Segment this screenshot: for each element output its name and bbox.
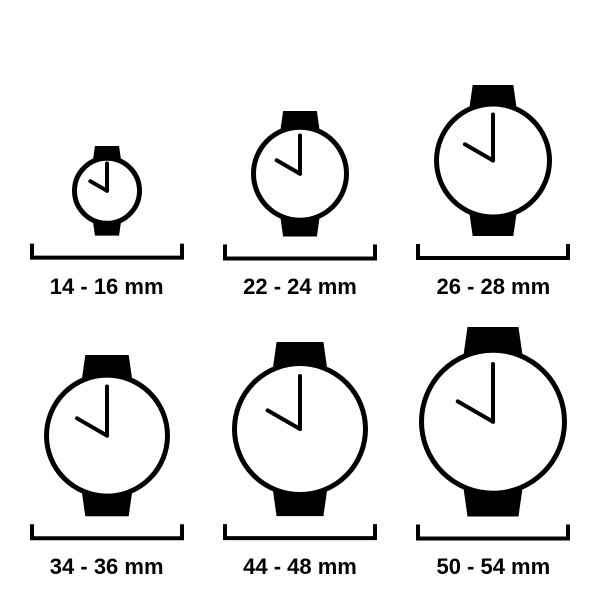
size-bracket-icon (418, 244, 568, 258)
size-label: 22 - 24 mm (243, 274, 357, 300)
size-cell: 14 - 16 mm (10, 20, 203, 300)
watch-slot-0 (10, 20, 203, 270)
watch-icon (413, 325, 573, 542)
size-label: 26 - 28 mm (436, 274, 550, 300)
size-chart-grid: 14 - 16 mm 22 - 24 mm 26 - 28 mm 34 - 36… (0, 0, 600, 600)
watch-icon (220, 109, 380, 262)
watch-slot-3 (10, 300, 203, 550)
size-cell: 26 - 28 mm (397, 20, 590, 300)
size-bracket-icon (225, 244, 375, 258)
size-cell: 34 - 36 mm (10, 300, 203, 580)
size-bracket-icon (32, 244, 182, 258)
size-label: 50 - 54 mm (436, 554, 550, 580)
size-bracket-icon (418, 524, 568, 538)
size-label: 44 - 48 mm (243, 554, 357, 580)
watch-icon (27, 353, 187, 542)
watch-slot-2 (397, 20, 590, 270)
size-cell: 44 - 48 mm (203, 300, 396, 580)
size-cell: 50 - 54 mm (397, 300, 590, 580)
watch-slot-4 (203, 300, 396, 550)
watch-slot-1 (203, 20, 396, 270)
watch-icon (27, 144, 187, 262)
size-label: 34 - 36 mm (50, 554, 164, 580)
watch-slot-5 (397, 300, 590, 550)
watch-icon (220, 340, 380, 542)
size-label: 14 - 16 mm (50, 274, 164, 300)
size-bracket-icon (225, 524, 375, 538)
size-cell: 22 - 24 mm (203, 20, 396, 300)
size-bracket-icon (32, 524, 182, 538)
watch-icon (413, 83, 573, 262)
